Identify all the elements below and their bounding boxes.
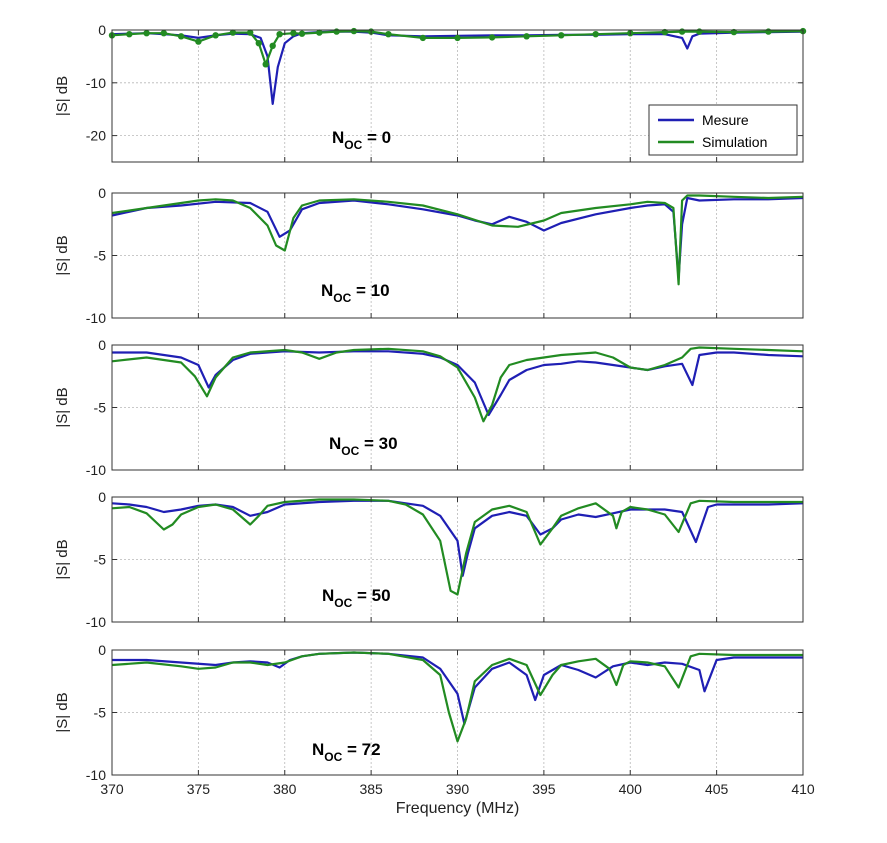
x-tick-label: 400 [619, 781, 643, 797]
data-point [316, 29, 323, 36]
x-tick-label: 390 [446, 781, 470, 797]
data-point [333, 28, 340, 35]
panel-0: 0 -10 -20 |S| dB NOC = 0 [54, 22, 807, 163]
y-tick-label: -10 [86, 462, 106, 478]
annotation-main: N [312, 740, 324, 759]
y-tick-label: -10 [86, 767, 106, 783]
data-point [419, 34, 427, 42]
x-axis-label: Frequency (MHz) [396, 800, 520, 817]
y-tick-label: -20 [86, 128, 106, 144]
data-point [488, 34, 496, 41]
annotation-main: N [329, 434, 341, 453]
data-point [385, 31, 392, 38]
annotation-subscript: OC [341, 444, 359, 458]
data-point [269, 42, 276, 49]
data-point [298, 30, 306, 37]
annotation-value: = 30 [359, 434, 397, 453]
y-tick-label: -10 [86, 75, 106, 91]
y-tick-label: 0 [98, 22, 106, 38]
data-point [454, 34, 461, 42]
panel-3: 0 -5 -10 |S| dB NOC = 50 [54, 489, 804, 630]
y-tick-label: -5 [94, 400, 107, 416]
x-tick-label: 385 [359, 781, 383, 797]
annotation-main: N [321, 281, 333, 300]
legend-label: Mesure [702, 112, 749, 128]
panel-4: 0 -5 -10 |S| dB NOC = 72 [54, 642, 804, 783]
series-line-simulation [112, 498, 803, 596]
y-tick-label: 0 [98, 337, 106, 353]
legend-box [648, 104, 798, 156]
y-tick-label: -10 [86, 614, 106, 630]
panel-annotation: NOC = 30 [329, 434, 398, 458]
y-tick-label: -10 [86, 310, 106, 326]
annotation-subscript: OC [333, 291, 351, 305]
legend: Mesure Simulation [648, 104, 798, 156]
y-tick-label: 0 [98, 642, 106, 658]
data-point [592, 31, 599, 38]
y-axis-label: |S| dB [54, 387, 71, 427]
x-tick-label: 395 [532, 781, 556, 797]
panel-annotation: NOC = 0 [332, 128, 391, 152]
data-point [350, 27, 358, 35]
annotation-value: = 72 [342, 740, 380, 759]
data-point [126, 31, 133, 38]
data-point [143, 30, 150, 37]
data-point [177, 33, 185, 40]
annotation-subscript: OC [334, 596, 352, 610]
series-line-simulation [112, 651, 803, 743]
panel-annotation: NOC = 10 [321, 281, 390, 305]
y-tick-label: 0 [98, 185, 106, 201]
y-tick-label: -5 [94, 552, 107, 568]
data-point [195, 38, 202, 45]
annotation-value: = 50 [352, 586, 390, 605]
panel-annotation: NOC = 50 [322, 586, 391, 610]
data-point [229, 29, 237, 36]
data-point [696, 28, 703, 35]
data-point [160, 30, 167, 37]
data-point [212, 32, 219, 39]
legend-label: Simulation [702, 134, 767, 150]
annotation-main: N [322, 586, 334, 605]
series-line-simulation [112, 194, 803, 286]
data-point [678, 28, 686, 35]
annotation-subscript: OC [324, 750, 342, 764]
y-axis-label: |S| dB [54, 235, 71, 275]
annotation-value: = 0 [362, 128, 391, 147]
data-point [262, 61, 269, 68]
x-tick-label: 370 [100, 781, 124, 797]
data-point [255, 40, 262, 47]
data-point [276, 31, 283, 38]
x-tick-label: 405 [705, 781, 729, 797]
y-axis-label: |S| dB [54, 539, 71, 579]
panel-1: 0 -5 -10 |S| dB NOC = 10 [54, 185, 804, 326]
y-tick-label: -5 [94, 248, 107, 264]
annotation-main: N [332, 128, 344, 147]
y-axis-label: |S| dB [54, 76, 71, 116]
data-point [558, 32, 565, 39]
data-point [765, 28, 772, 35]
panel-annotation: NOC = 72 [312, 740, 381, 764]
annotation-subscript: OC [344, 138, 362, 152]
data-point [247, 29, 254, 36]
data-point [523, 33, 530, 40]
series-line-simulation [112, 346, 803, 423]
annotation-value: = 10 [351, 281, 389, 300]
y-tick-label: 0 [98, 489, 106, 505]
x-tick-label: 375 [187, 781, 211, 797]
x-tick-label: 410 [791, 781, 815, 797]
y-axis-label: |S| dB [54, 692, 71, 732]
series-line-mesure [112, 651, 803, 725]
x-tick-label: 380 [273, 781, 297, 797]
panel-2: 0 -5 -10 |S| dB NOC = 30 [54, 337, 804, 478]
y-tick-label: -5 [94, 705, 107, 721]
data-point [290, 30, 297, 37]
